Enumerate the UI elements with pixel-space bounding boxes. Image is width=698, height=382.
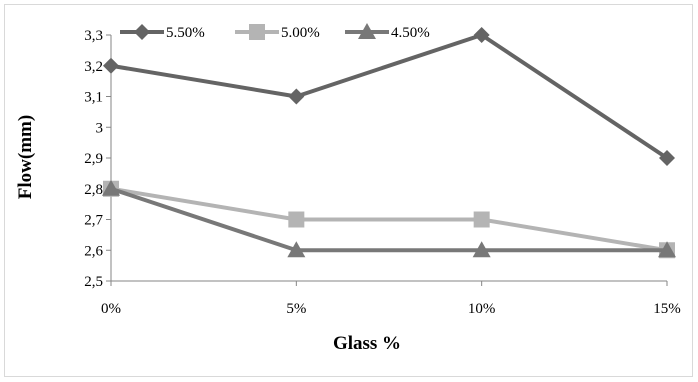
legend-label: 5.50%: [166, 25, 205, 41]
axes: [110, 35, 667, 282]
legend-label: 4.50%: [391, 25, 430, 41]
y-tick-label: 3,3: [84, 28, 103, 44]
data-point: [473, 211, 490, 228]
legend-marker: [134, 24, 150, 40]
legend-item: 5.00%: [235, 24, 320, 41]
series-line: [110, 186, 668, 253]
series-line: [110, 186, 667, 253]
y-tick-label: 3,2: [84, 59, 103, 75]
data-point: [288, 211, 305, 228]
series-5.50%: [103, 27, 675, 166]
y-tick-label: 3: [96, 120, 104, 136]
data-point: [472, 241, 491, 258]
y-tick-label: 2,6: [84, 243, 103, 259]
series-group: [102, 27, 676, 259]
x-tick-label: 5%: [286, 301, 306, 317]
y-tick-label: 2,7: [84, 213, 103, 229]
legend-item: 5.50%: [120, 24, 205, 41]
x-tick-label: 10%: [468, 301, 496, 317]
y-tick-label: 2,9: [84, 151, 103, 167]
y-tick-label: 2,5: [84, 274, 103, 290]
x-tick-label: 15%: [653, 301, 681, 317]
legend-item: 4.50%: [345, 23, 430, 41]
legend-marker: [249, 24, 265, 40]
y-axis-title: Flow(mm): [15, 115, 36, 199]
x-tick-labels: 0% 5% 10% 15%: [101, 281, 681, 317]
x-tick-label: 0%: [101, 301, 121, 317]
series-5.00%: [103, 180, 675, 259]
legend-marker: [358, 23, 376, 39]
data-point: [659, 150, 675, 166]
series-line: [110, 33, 669, 160]
legend: 5.50% 5.00% 4.50%: [120, 23, 430, 41]
data-point: [658, 241, 676, 258]
x-axis-title: Glass %: [333, 333, 401, 354]
series-4.50%: [102, 179, 676, 258]
data-point: [103, 57, 119, 74]
y-tick-label: 2,8: [84, 182, 103, 198]
data-point: [102, 179, 120, 196]
y-tick-labels: 2,5 2,6 2,7 2,8 2,9 3 3,1 3,2 3,3: [84, 28, 111, 290]
legend-label: 5.00%: [281, 25, 320, 41]
data-point: [473, 27, 490, 43]
data-point: [288, 88, 305, 105]
y-tick-label: 3,1: [84, 90, 103, 106]
data-point: [287, 241, 306, 258]
